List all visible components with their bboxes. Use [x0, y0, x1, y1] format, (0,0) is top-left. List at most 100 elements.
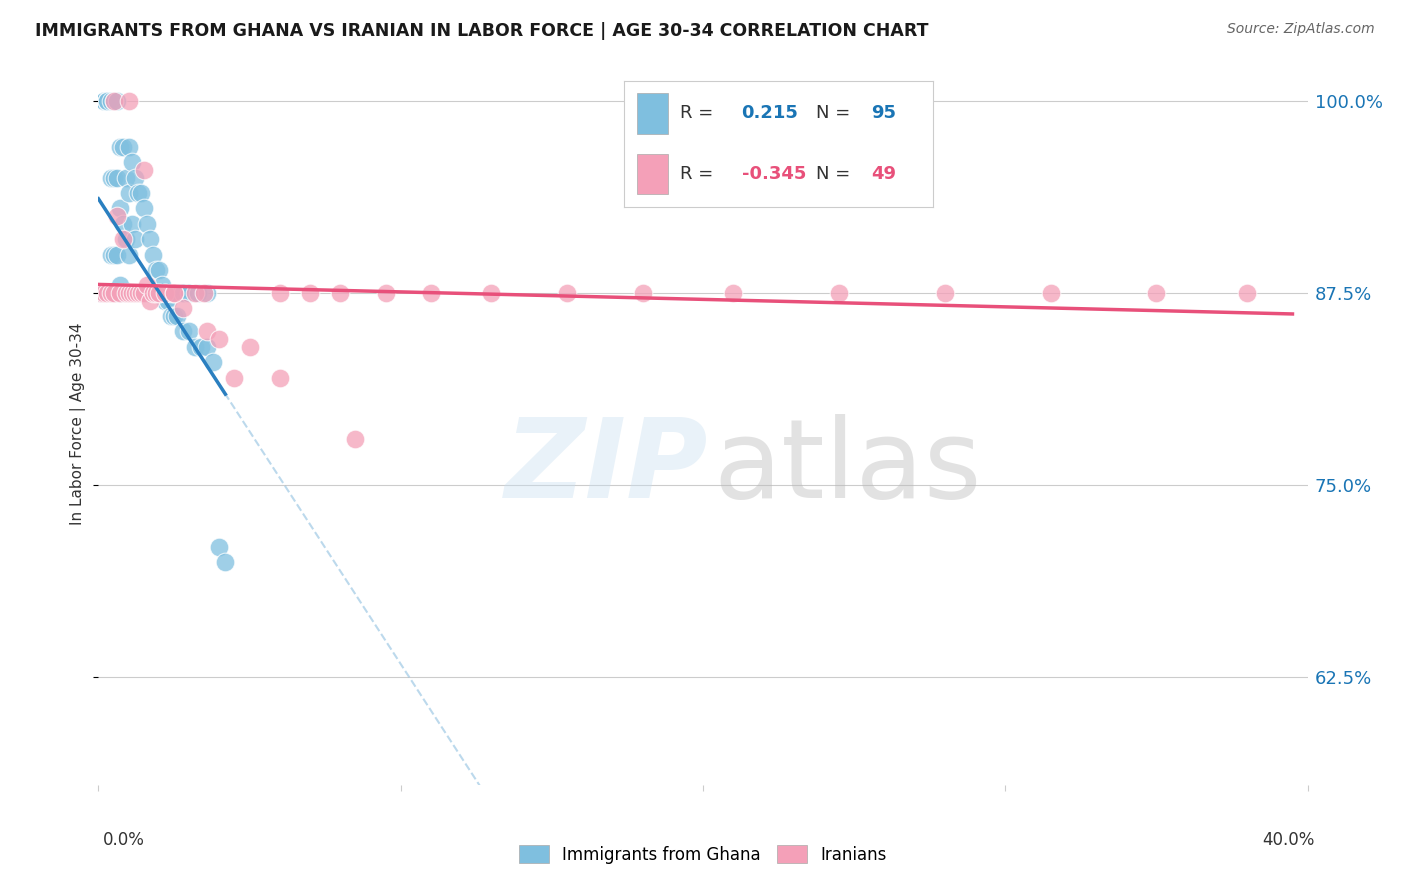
Point — [93, 94, 115, 108]
Point — [96, 94, 118, 108]
Point — [224, 370, 246, 384]
Point — [96, 94, 118, 108]
Point — [114, 232, 136, 246]
Point — [103, 94, 125, 108]
Point — [179, 286, 201, 301]
Point — [105, 94, 128, 108]
Point — [90, 286, 112, 301]
Point — [1144, 286, 1167, 301]
Point — [103, 286, 125, 301]
Point — [374, 286, 396, 301]
Point — [153, 293, 176, 308]
Point — [121, 155, 143, 169]
Point — [160, 309, 183, 323]
Point — [1039, 286, 1062, 301]
Point — [129, 286, 152, 301]
Point — [631, 286, 654, 301]
Point — [142, 247, 165, 261]
Point — [129, 186, 152, 200]
Point — [105, 247, 128, 261]
Point — [111, 286, 134, 301]
Point — [114, 170, 136, 185]
Point — [148, 263, 170, 277]
Point — [163, 286, 186, 301]
Point — [108, 286, 131, 301]
Point — [208, 332, 231, 346]
Point — [121, 286, 143, 301]
Point — [118, 286, 141, 301]
Point — [195, 325, 218, 339]
Point — [90, 286, 112, 301]
Point — [344, 432, 367, 446]
Point — [103, 94, 125, 108]
Point — [135, 217, 157, 231]
Point — [135, 286, 157, 301]
Point — [96, 286, 118, 301]
Point — [163, 286, 186, 301]
Point — [129, 286, 152, 301]
Point — [269, 286, 291, 301]
Point — [100, 286, 122, 301]
Point — [103, 286, 125, 301]
Point — [139, 232, 162, 246]
Point — [153, 286, 176, 301]
Point — [202, 355, 225, 369]
Point — [124, 286, 146, 301]
Point — [124, 286, 146, 301]
Point — [129, 286, 152, 301]
Point — [420, 286, 443, 301]
Point — [114, 286, 136, 301]
Point — [163, 309, 186, 323]
Point — [121, 217, 143, 231]
Point — [90, 286, 112, 301]
Point — [132, 202, 155, 216]
Point — [108, 202, 131, 216]
Point — [481, 286, 503, 301]
Point — [132, 286, 155, 301]
Point — [100, 94, 122, 108]
Point — [105, 170, 128, 185]
Text: IMMIGRANTS FROM GHANA VS IRANIAN IN LABOR FORCE | AGE 30-34 CORRELATION CHART: IMMIGRANTS FROM GHANA VS IRANIAN IN LABO… — [35, 22, 928, 40]
Point — [127, 186, 149, 200]
Point — [299, 286, 322, 301]
Point — [96, 94, 118, 108]
Point — [148, 286, 170, 301]
Point — [108, 286, 131, 301]
Point — [135, 286, 157, 301]
Text: Source: ZipAtlas.com: Source: ZipAtlas.com — [1227, 22, 1375, 37]
Point — [103, 286, 125, 301]
Point — [172, 286, 194, 301]
Point — [100, 170, 122, 185]
Point — [108, 140, 131, 154]
Point — [118, 186, 141, 200]
Point — [172, 301, 194, 316]
Point — [90, 286, 112, 301]
Point — [132, 286, 155, 301]
Point — [100, 286, 122, 301]
Point — [118, 247, 141, 261]
Point — [145, 263, 167, 277]
Point — [127, 286, 149, 301]
Point — [127, 286, 149, 301]
Point — [105, 286, 128, 301]
Point — [153, 286, 176, 301]
Text: 40.0%: 40.0% — [1263, 831, 1315, 849]
Point — [156, 293, 179, 308]
Point — [105, 286, 128, 301]
Point — [111, 217, 134, 231]
Point — [208, 540, 231, 554]
Point — [93, 94, 115, 108]
Point — [239, 340, 262, 354]
Point — [103, 247, 125, 261]
Point — [195, 286, 218, 301]
Point — [195, 340, 218, 354]
Point — [179, 325, 201, 339]
Point — [142, 286, 165, 301]
Point — [828, 286, 851, 301]
Point — [105, 209, 128, 223]
Point — [184, 340, 207, 354]
Point — [329, 286, 352, 301]
Point — [214, 555, 236, 569]
Point — [124, 286, 146, 301]
Point — [139, 293, 162, 308]
